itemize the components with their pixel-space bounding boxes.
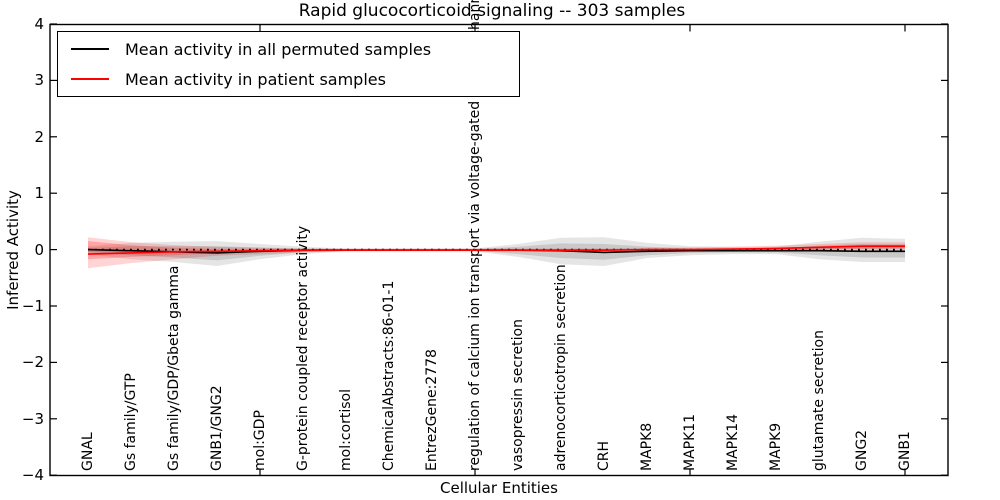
legend-label: Mean activity in patient samples (125, 69, 386, 89)
legend-line-swatch (71, 48, 109, 50)
legend-entry: Mean activity in all permuted samples (58, 35, 519, 63)
y-tick-label: 1 (34, 184, 44, 203)
legend-entry: Mean activity in patient samples (58, 65, 519, 93)
y-tick-label: 3 (34, 71, 44, 90)
y-tick-label: −1 (21, 297, 44, 315)
legend-line-swatch (71, 78, 109, 80)
legend-label: Mean activity in all permuted samples (125, 39, 432, 59)
legend: Mean activity in all permuted samples Mea… (57, 31, 520, 97)
x-axis-label: Cellular Entities (440, 479, 558, 497)
y-tick-label: 4 (34, 15, 44, 33)
chart-title: Rapid glucocorticoid signaling -- 303 sa… (298, 1, 686, 21)
y-tick-label: −3 (21, 409, 44, 428)
y-tick-label: 0 (34, 240, 44, 259)
y-tick-label: −2 (21, 353, 44, 372)
y-tick-label: 2 (34, 127, 44, 146)
y-tick-label: −4 (21, 466, 44, 485)
